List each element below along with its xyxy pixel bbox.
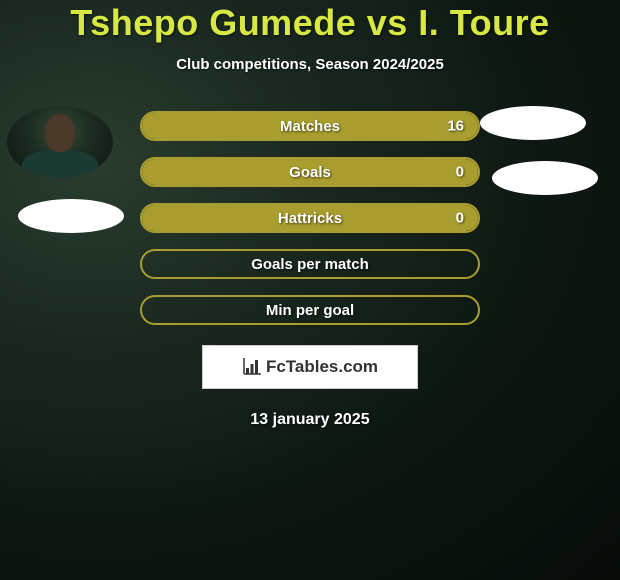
placeholder-oval-right-2 (492, 161, 598, 195)
date-text: 13 january 2025 (250, 411, 369, 429)
placeholder-oval-left (18, 199, 124, 233)
bar-value: 0 (456, 210, 464, 227)
bar-value: 16 (447, 118, 464, 135)
bar-chart-icon (242, 358, 262, 376)
player-body-shape (22, 150, 98, 178)
main: Matches 16 Goals 0 Hattricks 0 Goals per… (0, 111, 620, 429)
bar-label: Hattricks (278, 210, 342, 227)
stats-bars: Matches 16 Goals 0 Hattricks 0 Goals per… (140, 111, 480, 325)
bar-value: 0 (456, 164, 464, 181)
bar-label: Min per goal (266, 302, 354, 319)
bar-min-per-goal: Min per goal (140, 295, 480, 325)
bar-matches: Matches 16 (140, 111, 480, 141)
bar-goals-per-match: Goals per match (140, 249, 480, 279)
bar-goals: Goals 0 (140, 157, 480, 187)
placeholder-oval-right-1 (480, 106, 586, 140)
player-head-shape (45, 114, 75, 152)
bar-label: Goals (289, 164, 331, 181)
bar-label: Goals per match (251, 256, 369, 273)
page-title: Tshepo Gumede vs I. Toure (70, 2, 549, 44)
bar-label: Matches (280, 118, 340, 135)
subtitle: Club competitions, Season 2024/2025 (176, 56, 444, 73)
content: Tshepo Gumede vs I. Toure Club competiti… (0, 0, 620, 580)
player-photo-left (7, 106, 113, 178)
fctables-logo[interactable]: FcTables.com (202, 345, 418, 389)
logo-text: FcTables.com (266, 357, 378, 377)
bar-hattricks: Hattricks 0 (140, 203, 480, 233)
